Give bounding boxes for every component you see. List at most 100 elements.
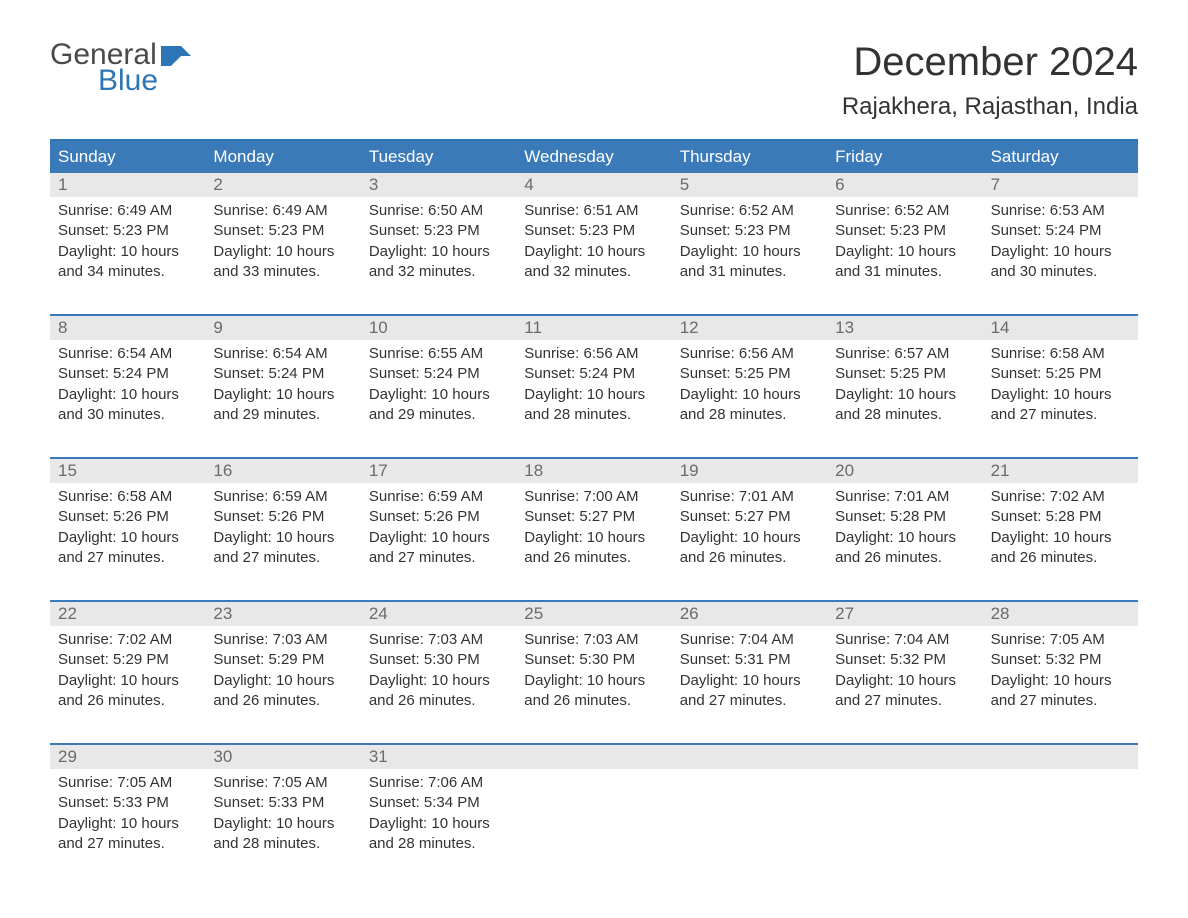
daylight-line-1: Daylight: 10 hours xyxy=(991,385,1130,405)
sunset-line: Sunset: 5:25 PM xyxy=(835,364,974,384)
daylight-line-1: Daylight: 10 hours xyxy=(213,671,352,691)
weekday-header: Tuesday xyxy=(361,141,516,173)
day-number: 31 xyxy=(361,745,516,769)
sunrise-line: Sunrise: 7:00 AM xyxy=(524,487,663,507)
daylight-line-2: and 26 minutes. xyxy=(680,548,819,568)
day-cell: Sunrise: 6:59 AMSunset: 5:26 PMDaylight:… xyxy=(361,483,516,576)
day-number xyxy=(516,745,671,769)
day-cell: Sunrise: 7:02 AMSunset: 5:28 PMDaylight:… xyxy=(983,483,1138,576)
daylight-line-2: and 27 minutes. xyxy=(369,548,508,568)
sunrise-line: Sunrise: 7:01 AM xyxy=(680,487,819,507)
day-cell: Sunrise: 6:53 AMSunset: 5:24 PMDaylight:… xyxy=(983,197,1138,290)
day-cell xyxy=(983,769,1138,862)
day-cell: Sunrise: 7:05 AMSunset: 5:33 PMDaylight:… xyxy=(50,769,205,862)
day-number: 2 xyxy=(205,173,360,197)
daylight-line-2: and 34 minutes. xyxy=(58,262,197,282)
calendar-week: 22232425262728Sunrise: 7:02 AMSunset: 5:… xyxy=(50,600,1138,719)
day-cell: Sunrise: 6:58 AMSunset: 5:25 PMDaylight:… xyxy=(983,340,1138,433)
day-cell: Sunrise: 6:55 AMSunset: 5:24 PMDaylight:… xyxy=(361,340,516,433)
daylight-line-2: and 30 minutes. xyxy=(58,405,197,425)
sunrise-line: Sunrise: 7:04 AM xyxy=(680,630,819,650)
sunset-line: Sunset: 5:23 PM xyxy=(835,221,974,241)
day-number: 11 xyxy=(516,316,671,340)
daylight-line-2: and 28 minutes. xyxy=(835,405,974,425)
sunset-line: Sunset: 5:25 PM xyxy=(680,364,819,384)
daylight-line-1: Daylight: 10 hours xyxy=(369,528,508,548)
sunrise-line: Sunrise: 7:03 AM xyxy=(524,630,663,650)
day-cell: Sunrise: 7:01 AMSunset: 5:28 PMDaylight:… xyxy=(827,483,982,576)
day-cell: Sunrise: 6:54 AMSunset: 5:24 PMDaylight:… xyxy=(50,340,205,433)
daylight-line-2: and 30 minutes. xyxy=(991,262,1130,282)
day-number xyxy=(827,745,982,769)
daylight-line-1: Daylight: 10 hours xyxy=(524,242,663,262)
sunrise-line: Sunrise: 7:05 AM xyxy=(213,773,352,793)
day-number: 6 xyxy=(827,173,982,197)
day-number: 16 xyxy=(205,459,360,483)
sunrise-line: Sunrise: 6:50 AM xyxy=(369,201,508,221)
day-number: 28 xyxy=(983,602,1138,626)
daylight-line-2: and 27 minutes. xyxy=(991,405,1130,425)
daynum-row: 22232425262728 xyxy=(50,602,1138,626)
day-number: 25 xyxy=(516,602,671,626)
calendar: SundayMondayTuesdayWednesdayThursdayFrid… xyxy=(50,139,1138,862)
sunset-line: Sunset: 5:27 PM xyxy=(680,507,819,527)
daylight-line-1: Daylight: 10 hours xyxy=(213,814,352,834)
daylight-line-2: and 31 minutes. xyxy=(835,262,974,282)
day-cell: Sunrise: 7:04 AMSunset: 5:31 PMDaylight:… xyxy=(672,626,827,719)
day-number: 15 xyxy=(50,459,205,483)
day-number: 9 xyxy=(205,316,360,340)
day-number: 10 xyxy=(361,316,516,340)
day-cell: Sunrise: 7:02 AMSunset: 5:29 PMDaylight:… xyxy=(50,626,205,719)
daylight-line-1: Daylight: 10 hours xyxy=(369,814,508,834)
day-number: 8 xyxy=(50,316,205,340)
sunrise-line: Sunrise: 6:54 AM xyxy=(58,344,197,364)
daylight-line-2: and 27 minutes. xyxy=(680,691,819,711)
sunset-line: Sunset: 5:25 PM xyxy=(991,364,1130,384)
sunrise-line: Sunrise: 6:58 AM xyxy=(991,344,1130,364)
daylight-line-1: Daylight: 10 hours xyxy=(680,385,819,405)
daylight-line-2: and 33 minutes. xyxy=(213,262,352,282)
day-number: 23 xyxy=(205,602,360,626)
day-cell xyxy=(516,769,671,862)
sunrise-line: Sunrise: 6:58 AM xyxy=(58,487,197,507)
day-number: 20 xyxy=(827,459,982,483)
day-number: 30 xyxy=(205,745,360,769)
logo: General Blue xyxy=(50,40,191,96)
weekday-header: Monday xyxy=(205,141,360,173)
daylight-line-2: and 26 minutes. xyxy=(835,548,974,568)
sunset-line: Sunset: 5:33 PM xyxy=(213,793,352,813)
sunrise-line: Sunrise: 7:02 AM xyxy=(58,630,197,650)
daylight-line-2: and 26 minutes. xyxy=(369,691,508,711)
logo-text-blue: Blue xyxy=(50,66,191,96)
day-cell: Sunrise: 6:58 AMSunset: 5:26 PMDaylight:… xyxy=(50,483,205,576)
day-number: 24 xyxy=(361,602,516,626)
day-number xyxy=(672,745,827,769)
sunrise-line: Sunrise: 6:55 AM xyxy=(369,344,508,364)
daynum-row: 15161718192021 xyxy=(50,459,1138,483)
day-cell: Sunrise: 7:03 AMSunset: 5:30 PMDaylight:… xyxy=(361,626,516,719)
day-number: 3 xyxy=(361,173,516,197)
daylight-line-2: and 26 minutes. xyxy=(991,548,1130,568)
weekday-header: Saturday xyxy=(983,141,1138,173)
day-cell: Sunrise: 6:50 AMSunset: 5:23 PMDaylight:… xyxy=(361,197,516,290)
daylight-line-1: Daylight: 10 hours xyxy=(58,242,197,262)
daylight-line-1: Daylight: 10 hours xyxy=(680,528,819,548)
daylight-line-2: and 28 minutes. xyxy=(680,405,819,425)
sunset-line: Sunset: 5:30 PM xyxy=(369,650,508,670)
daylight-line-1: Daylight: 10 hours xyxy=(835,528,974,548)
sunset-line: Sunset: 5:23 PM xyxy=(524,221,663,241)
day-cell: Sunrise: 6:52 AMSunset: 5:23 PMDaylight:… xyxy=(672,197,827,290)
daylight-line-1: Daylight: 10 hours xyxy=(835,671,974,691)
sunset-line: Sunset: 5:26 PM xyxy=(369,507,508,527)
day-number: 26 xyxy=(672,602,827,626)
daylight-line-2: and 27 minutes. xyxy=(58,548,197,568)
sunset-line: Sunset: 5:27 PM xyxy=(524,507,663,527)
daylight-line-1: Daylight: 10 hours xyxy=(369,242,508,262)
daylight-line-2: and 29 minutes. xyxy=(213,405,352,425)
weekday-header: Sunday xyxy=(50,141,205,173)
flag-icon xyxy=(161,46,191,66)
day-number: 19 xyxy=(672,459,827,483)
sunset-line: Sunset: 5:23 PM xyxy=(680,221,819,241)
daylight-line-1: Daylight: 10 hours xyxy=(369,671,508,691)
calendar-week: 891011121314Sunrise: 6:54 AMSunset: 5:24… xyxy=(50,314,1138,433)
